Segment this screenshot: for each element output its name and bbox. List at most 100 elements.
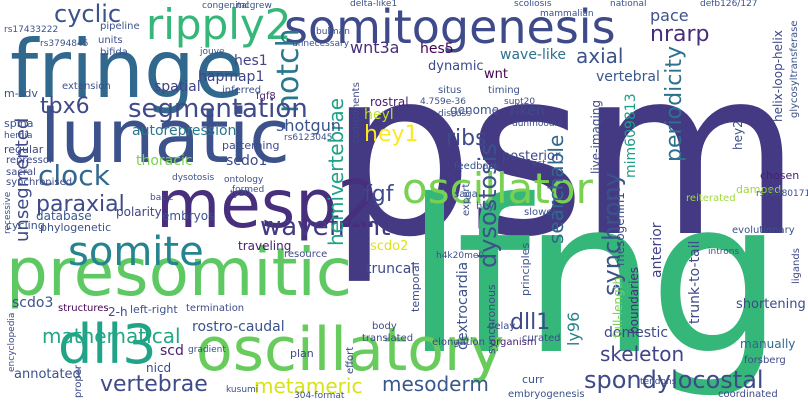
word-live-imaging: live-imaging	[589, 99, 603, 174]
word-metameric: metameric	[254, 374, 363, 398]
word-evolutionary: evolutionary	[732, 225, 795, 236]
word-tendons: tendons	[640, 377, 677, 387]
word-regular: regular	[4, 143, 44, 156]
word-oscillatory: oscillatory	[196, 315, 505, 385]
word-vertebrae: vertebrae	[100, 372, 208, 397]
word-tbx6: tbx6	[40, 94, 90, 119]
word-rostral: rostral	[370, 95, 409, 109]
word-genome: genome	[450, 103, 500, 117]
word-rs6123045: rs6123045	[284, 133, 333, 143]
word-shortening: shortening	[736, 297, 806, 312]
word-inferred: inferred	[222, 85, 262, 96]
word-hes5: hes5	[420, 41, 454, 57]
word-mathematical: mathematical	[42, 324, 181, 348]
word-full-length: full-length	[611, 276, 625, 338]
word-ly96: ly96	[564, 311, 583, 346]
word-m-sdv: m-sdv	[4, 87, 38, 100]
word-presomitic: presomitic	[6, 234, 353, 311]
word-slower: slower	[524, 207, 557, 218]
word-components: components	[351, 82, 362, 144]
word-helix-loop-helix: helix-loop-helix	[771, 30, 785, 122]
word-scd: scd	[160, 343, 184, 359]
word-heyl: heyl	[364, 107, 394, 123]
word-spondylocostal: spondylocostal	[584, 366, 764, 394]
word-psm: psm	[328, 21, 802, 288]
word-spatial: spatial	[154, 79, 201, 95]
word-autorepression: autorepression	[132, 123, 237, 139]
word-timing: timing	[488, 85, 520, 96]
word-posterior: posterior	[502, 149, 561, 164]
word-reiterated: reiterated	[686, 193, 736, 204]
word-scdo1: scdo1	[226, 153, 268, 169]
word-scdo2: scdo2	[370, 239, 409, 254]
word-truncal: truncal	[366, 261, 416, 277]
word-effort: effort	[345, 346, 356, 374]
word-mesoderm: mesoderm	[382, 372, 489, 396]
word-units: units	[98, 35, 123, 46]
word-recessive: recessive	[3, 191, 13, 234]
word-scoliosis: scoliosis	[514, 0, 552, 9]
word-pipeline: pipeline	[100, 21, 140, 32]
word-manually: manually	[740, 337, 796, 351]
word-periodicity: periodicity	[662, 45, 687, 162]
word-cycling: cycling	[6, 219, 45, 232]
word-somitogenesis: somitogenesis	[284, 0, 616, 54]
word-nrarp: nrarp	[650, 22, 710, 47]
word-mcgrew: mcgrew	[236, 1, 272, 11]
word-forsberg: forsberg	[744, 355, 786, 366]
word-saga: saga	[454, 189, 478, 200]
word-proper: proper	[73, 365, 84, 398]
word-plan: plan	[290, 347, 314, 360]
word-ontology: ontology	[224, 175, 264, 185]
word-unnecessary: unnecessary	[292, 39, 350, 49]
word-thoracic: thoracic	[136, 153, 193, 169]
word-bulman: bulman	[316, 27, 350, 37]
word-bifida: bifida	[100, 47, 128, 58]
word-rs3794845: rs3794845	[40, 39, 89, 49]
word-jouve: jouve	[200, 47, 225, 57]
word-hapmap1: hapmap1	[198, 69, 265, 85]
word-lfng: lfng	[405, 154, 783, 401]
word-nicd: nicd	[146, 361, 172, 375]
word-304-format: 304-format	[294, 391, 345, 401]
word-hey2: hey2	[731, 120, 745, 150]
word-axial: axial	[576, 44, 624, 68]
word-hernia: hernia	[4, 131, 33, 141]
word-defb126-127: defb126/127	[700, 0, 758, 9]
word-structures: structures	[58, 303, 109, 314]
word-translated: translated	[362, 333, 414, 344]
word-wnt3a: wnt3a	[350, 38, 400, 57]
word-mesp2: mesp2	[156, 166, 380, 243]
word-paraxial: paraxial	[36, 192, 125, 217]
word-dll1: dll1	[510, 310, 551, 335]
word-clock: clock	[38, 159, 110, 192]
word-ribs: ribs	[446, 126, 487, 151]
word-oscillator: oscillator	[402, 164, 593, 213]
word-synchronised: synchronised	[6, 177, 73, 188]
word-ligands: ligands	[791, 248, 802, 284]
word-mammalian: mammalian	[540, 9, 594, 19]
word-traveling: traveling	[238, 239, 292, 253]
word-spina: spina	[4, 117, 34, 130]
word-rs78380171: rs78380171	[756, 189, 808, 199]
word-scdo3: scdo3	[12, 295, 54, 311]
word-curr: curr	[522, 373, 544, 386]
word-national: national	[610, 0, 647, 9]
word-encyclopedia: encyclopedia	[7, 312, 17, 372]
word-discuss: discuss	[438, 109, 471, 119]
word-principles: principles	[519, 242, 532, 296]
word-introns: introns	[708, 247, 740, 257]
word-sacral: sacral	[6, 167, 36, 178]
word-hey: hey	[476, 201, 495, 212]
word-cyclic: cyclic	[54, 0, 122, 28]
word-embryos: embryos	[162, 209, 215, 223]
word-wnt: wnt	[484, 67, 508, 82]
word-elongation: elongation	[432, 337, 486, 348]
word-phylogenetic: phylogenetic	[40, 221, 112, 234]
word-feedback: feedback	[454, 161, 500, 172]
word-4-759e-36: 4.759e-36	[420, 97, 467, 107]
word-rostro-caudal: rostro-caudal	[192, 319, 285, 335]
word-chosen: chosen	[760, 169, 800, 182]
word-somite: somite	[68, 229, 204, 275]
word-kusumi: kusumi	[226, 385, 259, 395]
